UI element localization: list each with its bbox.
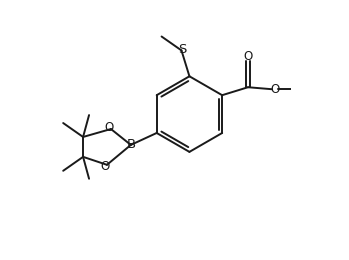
Text: O: O	[270, 83, 280, 96]
Text: O: O	[101, 160, 110, 173]
Text: B: B	[126, 138, 135, 151]
Text: O: O	[243, 50, 253, 63]
Text: O: O	[104, 121, 113, 134]
Text: S: S	[178, 43, 187, 56]
